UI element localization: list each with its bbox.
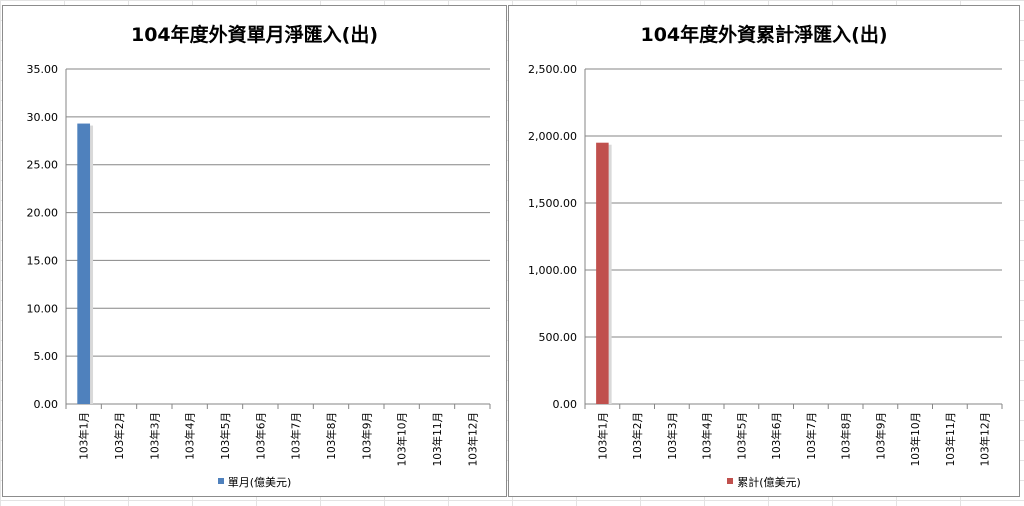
chart-title: 104年度外資單月淨匯入(出) [130, 24, 379, 46]
x-tick-label: 103年9月 [874, 412, 887, 460]
y-tick-label: 10.00 [27, 302, 59, 315]
y-tick-label: 25.00 [27, 159, 59, 172]
y-tick-label: 35.00 [27, 63, 59, 76]
x-tick-label: 103年3月 [666, 412, 679, 460]
x-tick-label: 103年11月 [431, 412, 444, 466]
x-tick-label: 103年6月 [254, 412, 267, 460]
y-tick-label: 1,000.00 [528, 264, 577, 277]
bar [77, 123, 91, 405]
chart-title: 104年度外資累計淨匯入(出) [640, 24, 888, 46]
x-tick-label: 103年7月 [290, 412, 303, 460]
chart-monthly-plot: 0.00 5.00 10.00 15.00 20.00 25.00 30.00 35.00 10… [27, 63, 491, 466]
x-tick-label: 103年2月 [113, 412, 126, 460]
x-tick-label: 103年4月 [184, 412, 197, 460]
x-tick-label: 103年10月 [396, 412, 409, 466]
x-tick-label: 103年6月 [770, 412, 783, 460]
y-tick-label: 5.00 [34, 350, 59, 363]
y-tick-label: 0.00 [34, 398, 59, 411]
x-tick-label: 103年2月 [631, 412, 644, 460]
y-tick-label: 0.00 [553, 398, 578, 411]
chart-monthly-panel[interactable]: 104年度外資單月淨匯入(出) 0.00 5.00 10.00 15.00 20.00 2… [2, 5, 507, 497]
x-tick-label: 103年8月 [840, 412, 853, 460]
y-tick-label: 20.00 [27, 207, 59, 220]
y-tick-label: 500.00 [539, 331, 578, 344]
y-tick-label: 2,000.00 [528, 130, 577, 143]
x-tick-label: 103年1月 [596, 412, 609, 460]
y-tick-label: 30.00 [27, 111, 59, 124]
chart-legend: 累計(億美元) [509, 474, 1019, 490]
chart-legend: 單月(億美元) [3, 474, 506, 490]
y-tick-label: 15.00 [27, 254, 59, 267]
x-tick-label: 103年4月 [701, 412, 714, 460]
x-tick-label: 103年5月 [219, 412, 232, 460]
chart-cumulative-panel[interactable]: 104年度外資累計淨匯入(出) 0.00 500.00 1,000.00 1,500.… [508, 5, 1020, 497]
x-tick-label: 103年5月 [735, 412, 748, 460]
x-tick-label: 103年1月 [78, 412, 91, 460]
bar [596, 142, 609, 404]
x-tick-label: 103年9月 [360, 412, 373, 460]
legend-label: 單月(億美元) [227, 476, 292, 489]
legend-swatch [217, 478, 224, 484]
legend-label: 累計(億美元) [737, 476, 801, 489]
x-tick-label: 103年12月 [466, 412, 479, 466]
x-tick-label: 103年12月 [979, 412, 992, 466]
y-tick-label: 2,500.00 [528, 63, 577, 76]
x-tick-label: 103年10月 [909, 412, 922, 466]
legend-swatch [727, 478, 734, 484]
x-tick-label: 103年8月 [325, 412, 338, 460]
y-tick-label: 1,500.00 [528, 197, 577, 210]
x-tick-label: 103年3月 [148, 412, 161, 460]
x-tick-label: 103年11月 [944, 412, 957, 466]
x-tick-label: 103年7月 [805, 412, 818, 460]
chart-cumulative-plot: 0.00 500.00 1,000.00 1,500.00 2,000.00 2,500.… [528, 63, 1003, 466]
